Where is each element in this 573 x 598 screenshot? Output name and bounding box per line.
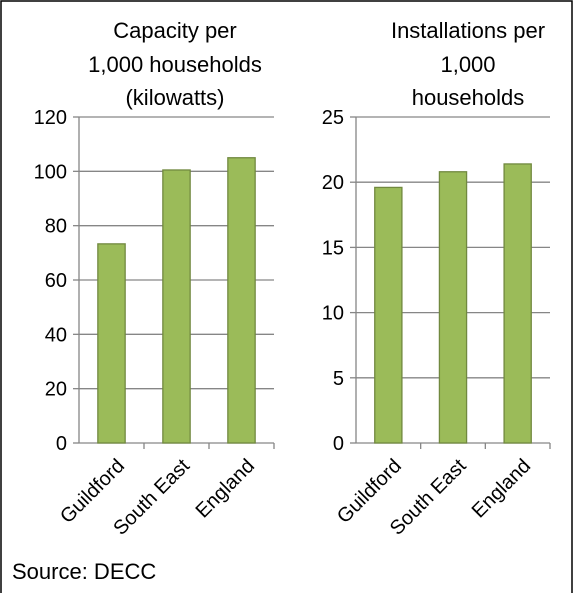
y-tick-label: 0 [333, 433, 344, 455]
chart-title-line: 1,000 [440, 52, 495, 77]
chart-1: Capacity per 1,000 households (kilowatts) 0… [34, 18, 275, 540]
chart-title-line: households [412, 85, 525, 110]
y-tick-label: 100 [34, 161, 67, 183]
x-tick-label: England [192, 455, 259, 522]
y-tick-label: 60 [45, 270, 67, 292]
y-tick-label: 10 [322, 303, 344, 325]
chart-title-line: 1,000 households [88, 52, 262, 77]
chart-2: Installations per 1,000 households 0 5 10 15 20… [322, 18, 551, 540]
bar-south-east [438, 171, 468, 444]
bar-south-east [162, 169, 191, 444]
bar-england [227, 157, 256, 444]
y-tick-label: 20 [322, 172, 344, 194]
chart-title-line: (kilowatts) [125, 85, 224, 110]
bar-guildford [374, 186, 403, 444]
chart-title-line: Installations per [391, 18, 545, 43]
y-tick-label: 80 [45, 216, 67, 238]
y-tick-label: 20 [45, 379, 67, 401]
y-tick-label: 25 [322, 107, 344, 129]
y-tick-label: 5 [333, 368, 344, 390]
bar-guildford [97, 243, 126, 444]
x-tick-label: England [468, 455, 535, 522]
y-tick-label: 40 [45, 324, 67, 346]
chart-title-line: Capacity per [113, 18, 237, 43]
bar-england [503, 163, 532, 444]
y-tick-label: 120 [34, 107, 67, 129]
y-tick-label: 0 [56, 433, 67, 455]
y-tick-label: 15 [322, 237, 344, 259]
source-note: Source: DECC [12, 559, 157, 584]
